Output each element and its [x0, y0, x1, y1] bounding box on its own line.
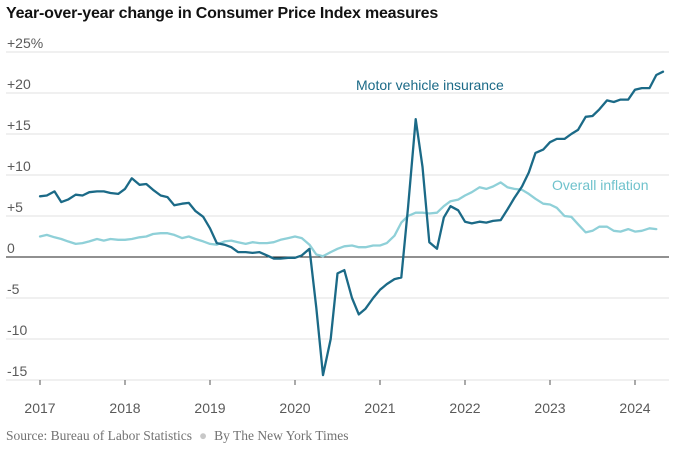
x-axis-ticks: 2017 2018 2019 2020 2021 2022 2023 2024	[24, 380, 651, 416]
x-tick-label: 2021	[364, 400, 395, 416]
x-tick-label: 2020	[279, 400, 310, 416]
x-tick-label: 2019	[194, 400, 225, 416]
series-line-overall-inflation	[38, 181, 658, 258]
x-tick-label: 2023	[534, 400, 565, 416]
y-tick-label: +10	[7, 158, 31, 174]
x-tick-label: 2017	[24, 400, 55, 416]
separator-dot: ●	[198, 428, 208, 443]
x-tick-label: 2022	[449, 400, 480, 416]
y-tick-label: +5	[7, 199, 23, 215]
series-line-motor-vehicle-insurance	[38, 70, 665, 377]
chart-title: Year-over-year change in Consumer Price …	[6, 5, 439, 22]
y-tick-label: -5	[7, 281, 20, 297]
y-axis-ticks: +25% +20 +15 +10 +5 0 -5 -10 -15	[7, 35, 43, 379]
x-tick-label: 2024	[619, 400, 650, 416]
series-label-motor-vehicle-insurance: Motor vehicle insurance	[356, 77, 504, 93]
y-tick-label: +20	[7, 76, 31, 92]
series-label-overall-inflation: Overall inflation	[552, 177, 649, 193]
source-note: Source: Bureau of Labor Statistics	[6, 428, 192, 443]
series-lines	[38, 70, 665, 377]
y-tick-label: -15	[7, 363, 27, 379]
y-tick-label: 0	[7, 240, 15, 256]
credit-note: By The New York Times	[214, 428, 349, 443]
x-tick-label: 2018	[109, 400, 140, 416]
y-tick-label: +15	[7, 117, 31, 133]
chart-footer: Source: Bureau of Labor Statistics ● By Th…	[6, 428, 349, 444]
y-tick-label: +25%	[7, 35, 43, 51]
y-tick-label: -10	[7, 322, 27, 338]
grid-lines	[6, 51, 669, 381]
series-labels: Motor vehicle insurance Overall inflation	[356, 77, 649, 193]
